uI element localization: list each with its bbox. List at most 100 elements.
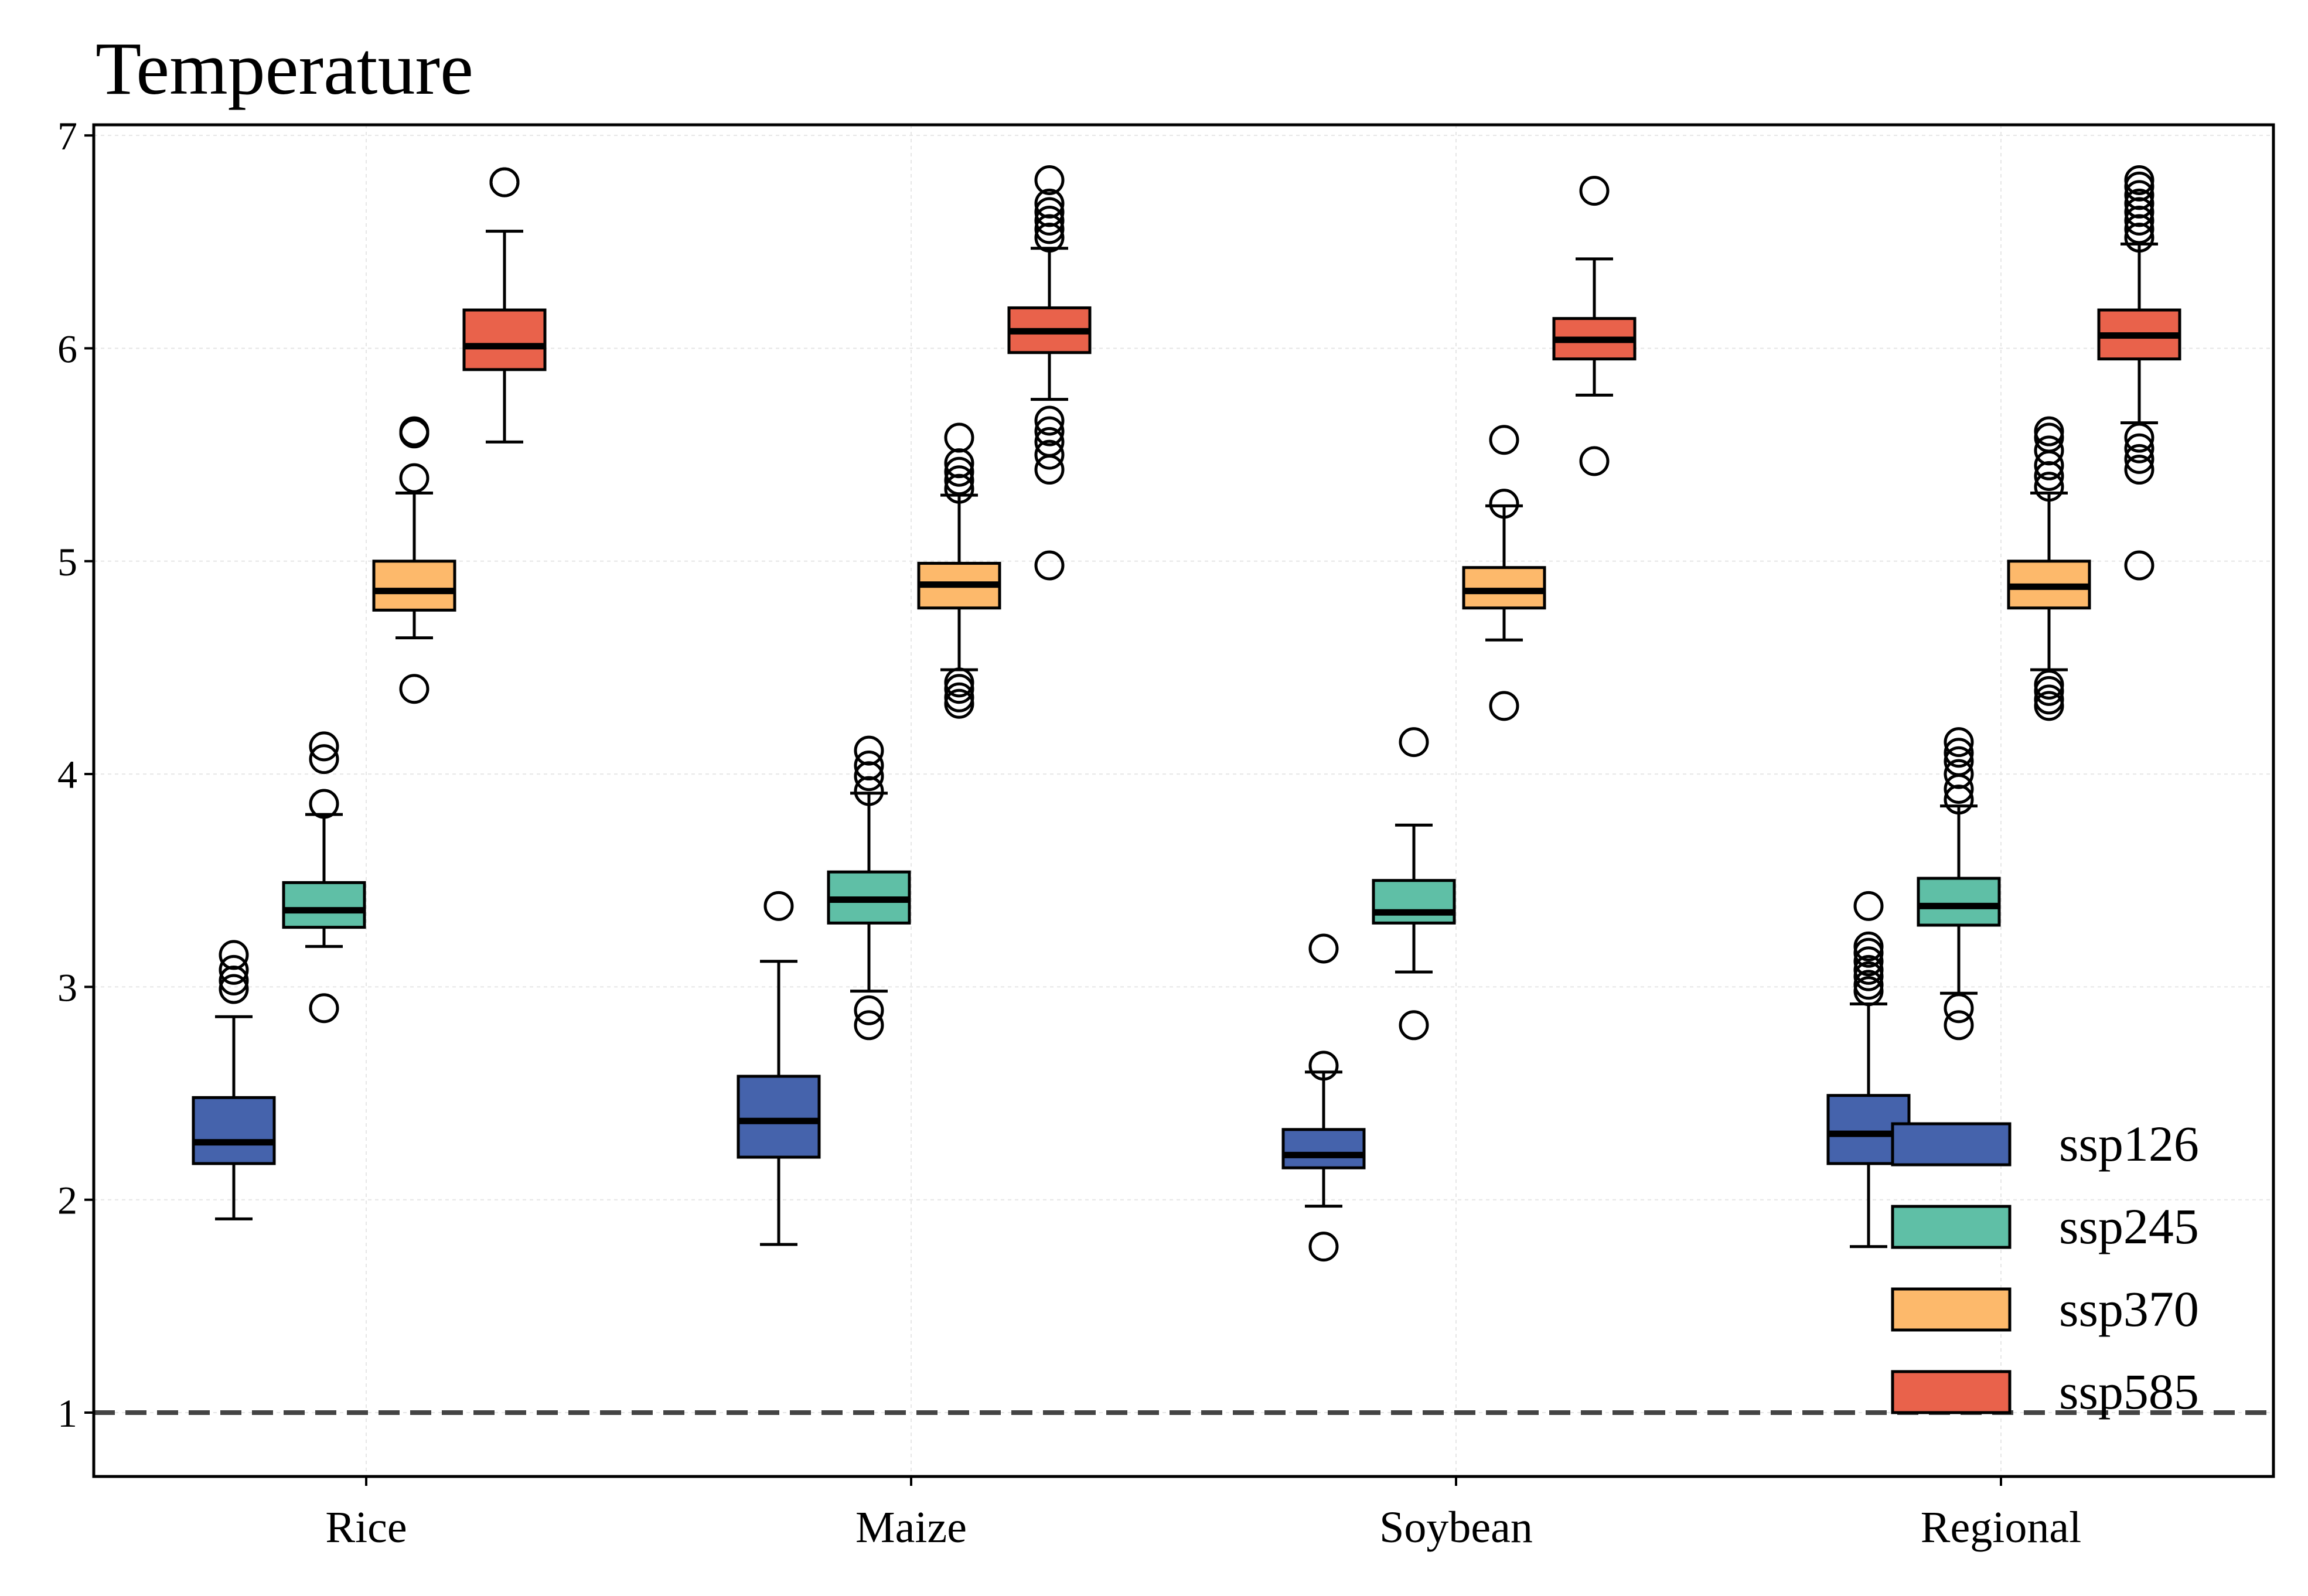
box-ssp370-rice <box>372 416 456 704</box>
legend-label: ssp585 <box>2059 1363 2199 1420</box>
outlier-point <box>309 993 339 1024</box>
outlier-point <box>2124 444 2154 474</box>
box-ssp245-rice <box>282 731 366 1024</box>
outlier-point <box>2124 165 2154 195</box>
outlier-point <box>1034 405 1065 436</box>
outlier-point <box>1489 425 1519 455</box>
box-ssp126-soybean <box>1281 933 1366 1262</box>
outlier-point <box>399 416 429 446</box>
x-tick-label: Regional <box>1921 1503 2081 1552</box>
legend-label: ssp370 <box>2059 1281 2199 1337</box>
outlier-point <box>1034 165 1065 195</box>
outlier-point <box>2034 472 2064 502</box>
outlier-point <box>309 731 339 762</box>
box-ssp585-maize <box>1007 165 1092 581</box>
box-iqr <box>462 308 547 371</box>
y-tick-label: 6 <box>57 326 77 371</box>
box-ssp585-rice <box>462 167 547 444</box>
box-ssp245-regional <box>1917 727 2001 1041</box>
outlier-point <box>854 995 884 1025</box>
legend-swatch <box>1891 1370 2012 1414</box>
series-ssp585 <box>462 165 2181 581</box>
outlier-point <box>944 422 974 453</box>
legend-swatch <box>1891 1122 2012 1167</box>
outlier-point <box>2034 435 2064 466</box>
x-tick-label: Soybean <box>1379 1503 1533 1552</box>
outlier-point <box>944 465 974 496</box>
outlier-point <box>1944 727 1974 758</box>
outlier-point <box>1853 946 1884 977</box>
outlier-point <box>219 974 249 1004</box>
legend-label: ssp126 <box>2059 1116 2199 1172</box>
box-ssp370-soybean <box>1462 425 1546 721</box>
box-ssp370-maize <box>917 422 1001 719</box>
outlier-point <box>1944 738 1974 768</box>
series-ssp370 <box>372 416 2091 721</box>
legend-swatch <box>1891 1287 2012 1332</box>
outlier-point <box>1034 197 1065 227</box>
box-iqr <box>1281 1128 1366 1169</box>
box-ssp126-rice <box>192 940 276 1220</box>
outlier-point <box>854 1010 884 1041</box>
box-ssp126-maize <box>737 891 821 1246</box>
box-ssp585-soybean <box>1552 176 1637 476</box>
outlier-point <box>309 789 339 819</box>
outlier-point <box>2124 455 2154 485</box>
outlier-point <box>2124 188 2154 219</box>
legend-swatch <box>1891 1205 2012 1249</box>
outlier-point <box>944 667 974 698</box>
legend-item-ssp126: ssp126 <box>1891 1116 2199 1172</box>
box-iqr <box>282 881 366 929</box>
outlier-point <box>2034 684 2064 715</box>
outlier-point <box>944 456 974 487</box>
y-tick-label: 2 <box>57 1178 77 1223</box>
box-iqr <box>1372 879 1456 925</box>
outlier-point <box>854 735 884 766</box>
outlier-point <box>309 744 339 775</box>
outlier-point <box>854 751 884 781</box>
outlier-point <box>1579 446 1610 476</box>
outlier-point <box>399 463 429 493</box>
outlier-point <box>1034 205 1065 236</box>
outlier-point <box>2124 180 2154 210</box>
outlier-point <box>1034 427 1065 457</box>
outlier-point <box>1944 746 1974 776</box>
outlier-point <box>944 682 974 712</box>
outlier-point <box>219 940 249 970</box>
x-tick-label: Maize <box>855 1503 967 1552</box>
outlier-point <box>1489 691 1519 721</box>
outlier-point <box>1034 439 1065 470</box>
outlier-point <box>1034 416 1065 446</box>
box-iqr <box>1917 877 2001 927</box>
outlier-point <box>1034 550 1065 581</box>
plot-frame <box>92 123 2275 1478</box>
y-tick-label: 4 <box>57 752 77 797</box>
outlier-point <box>1853 954 1884 985</box>
outlier-point <box>1579 176 1610 206</box>
outlier-point <box>1853 891 1884 921</box>
box-iqr <box>372 560 456 612</box>
outlier-point <box>1034 188 1065 219</box>
y-tick-label: 5 <box>57 540 77 584</box>
outlier-point <box>1308 1232 1339 1262</box>
outlier-point <box>1944 759 1974 789</box>
box-iqr <box>192 1096 276 1165</box>
outlier-point <box>1944 993 1974 1024</box>
x-tick-label: Rice <box>325 1503 407 1552</box>
outlier-point <box>1399 727 1429 758</box>
y-tick-label: 1 <box>57 1391 77 1435</box>
outlier-point <box>2034 416 2064 446</box>
outlier-point <box>2124 433 2154 463</box>
y-tick-label: 7 <box>57 114 77 158</box>
outlier-point <box>1308 1051 1339 1081</box>
box-series-group <box>192 165 2181 1262</box>
outlier-point <box>2034 669 2064 700</box>
box-ssp370-regional <box>2007 416 2091 721</box>
outlier-point <box>1853 931 1884 961</box>
legend-item-ssp245: ssp245 <box>1891 1198 2199 1254</box>
chart-title: Temperature <box>96 27 473 110</box>
outlier-point <box>1399 1010 1429 1041</box>
axes: 1 2 3 4 5 6 7 Rice Maize Soybean Regional <box>57 114 2275 1552</box>
